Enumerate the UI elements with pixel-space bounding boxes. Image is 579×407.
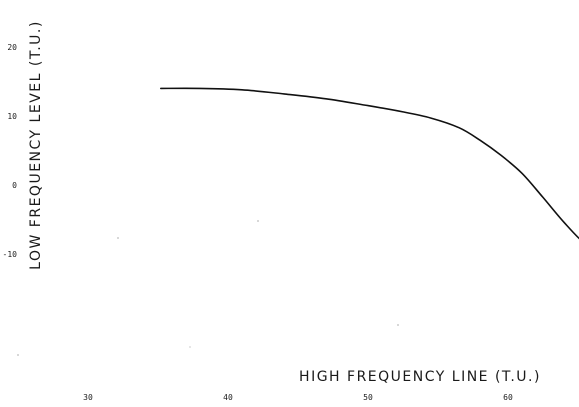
x-tick-label: 50 — [363, 393, 373, 402]
x-tick-labels: 30 40 50 60 — [83, 393, 513, 402]
scan-specks — [17, 220, 399, 356]
series-layer — [160, 87, 579, 240]
x-tick-label: 40 — [223, 393, 233, 402]
x-axis-label: HIGH FREQUENCY LINE (T.U.) — [299, 369, 541, 385]
y-tick-label: 10 — [7, 112, 17, 121]
y-axis-label: LOW FREQUENCY LEVEL (T.U.) — [28, 20, 44, 270]
y-tick-labels: 20 10 0 -10 — [3, 43, 18, 259]
x-tick-label: 60 — [503, 393, 513, 402]
x-tick-label: 30 — [83, 393, 93, 402]
series-line — [160, 87, 579, 240]
y-tick-label: 20 — [7, 43, 17, 52]
y-tick-label: 0 — [12, 181, 17, 190]
y-tick-label: -10 — [3, 250, 18, 259]
